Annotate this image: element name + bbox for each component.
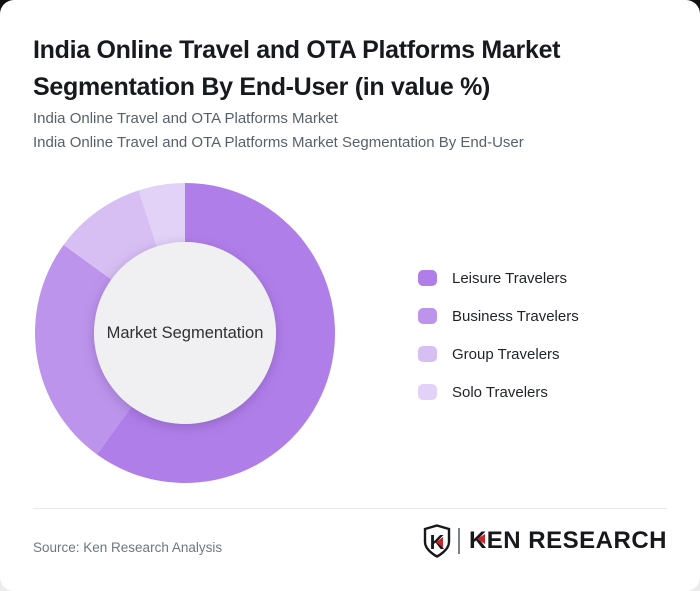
- chart-legend: Leisure Travelers Business Travelers Gro…: [418, 270, 579, 422]
- legend-swatch-solo: [418, 384, 437, 400]
- brand-wordmark-rest: EN RESEARCH: [486, 527, 667, 554]
- page-title: India Online Travel and OTA Platforms Ma…: [33, 32, 633, 106]
- legend-label-business: Business Travelers: [452, 307, 579, 325]
- donut-segment-solo-travelers: [138, 183, 185, 247]
- donut-svg: [35, 183, 336, 483]
- donut-segment-group-travelers: [63, 190, 157, 280]
- title-line-1: India Online Travel and OTA Platforms Ma…: [33, 36, 561, 64]
- legend-label-solo: Solo Travelers: [452, 383, 548, 401]
- legend-swatch-leisure: [418, 270, 437, 286]
- legend-swatch-business: [418, 308, 437, 324]
- donut-chart: Market Segmentation: [35, 183, 336, 483]
- legend-item-solo-travelers: Solo Travelers: [418, 383, 579, 401]
- brand-divider-bar: [457, 528, 460, 554]
- legend-item-group-travelers: Group Travelers: [418, 345, 579, 363]
- brand-shield-icon: K: [423, 524, 451, 558]
- brand-wordmark: K EN RESEARCH: [469, 527, 667, 555]
- legend-item-leisure-travelers: Leisure Travelers: [418, 269, 579, 287]
- chart-subtitle: India Online Travel and OTA Platforms Ma…: [33, 107, 653, 155]
- legend-item-business-travelers: Business Travelers: [418, 307, 579, 325]
- legend-swatch-group: [418, 346, 437, 362]
- brand-logo: K K EN RESEARCH: [423, 523, 667, 559]
- brand-red-arrow-icon: [476, 534, 485, 544]
- source-text: Source: Ken Research Analysis: [33, 540, 223, 555]
- legend-label-group: Group Travelers: [452, 345, 560, 363]
- title-line-2: Segmentation By End-User (in value %): [33, 73, 491, 101]
- donut-segment-business-travelers: [35, 244, 132, 455]
- subtitle-line-1: India Online Travel and OTA Platforms Ma…: [33, 110, 338, 127]
- donut-hole: [94, 242, 276, 424]
- subtitle-line-2: India Online Travel and OTA Platforms Ma…: [33, 134, 524, 151]
- footer-divider: [33, 508, 667, 509]
- brand-shield-arrow-icon: [435, 537, 443, 548]
- legend-label-leisure: Leisure Travelers: [452, 269, 568, 287]
- donut-segment-leisure-travelers: [96, 183, 336, 483]
